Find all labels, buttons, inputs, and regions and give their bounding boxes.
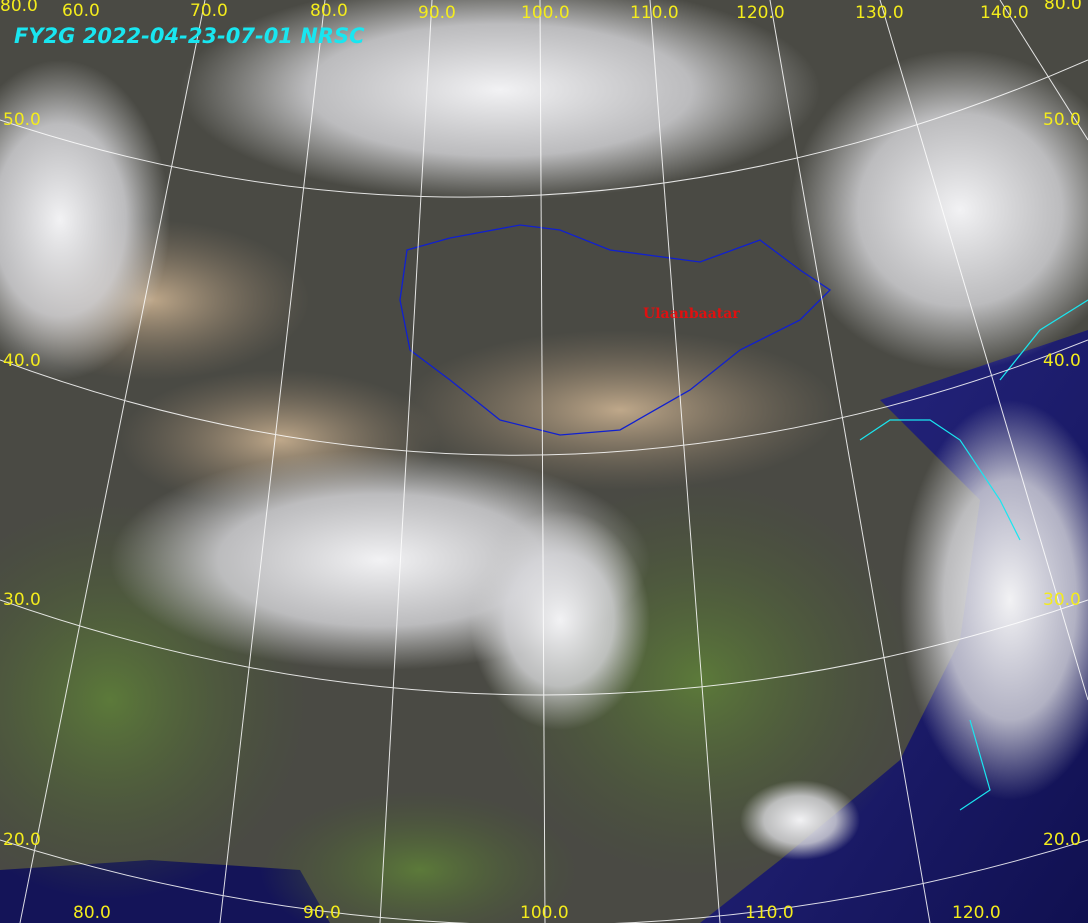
lon-label: 120.0 (736, 3, 785, 23)
lon-label: 60.0 (62, 1, 100, 21)
lon-label: 140.0 (980, 3, 1029, 23)
image-title: FY2G 2022-04-23-07-01 NRSC (14, 24, 365, 48)
lat-label: 50.0 (3, 110, 41, 130)
lat-label: 40.0 (3, 351, 41, 371)
lat-label: 20.0 (3, 830, 41, 850)
city-label-ulaanbaatar: Ulaanbaatar (643, 306, 740, 322)
lon-label: 90.0 (418, 3, 456, 23)
lat-label: 40.0 (1043, 351, 1081, 371)
lon-label: 80.0 (73, 903, 111, 923)
lat-label: 30.0 (1043, 590, 1081, 610)
lon-label: 80.0 (310, 1, 348, 21)
lat-label: 30.0 (3, 590, 41, 610)
lat-label: 50.0 (1043, 110, 1081, 130)
mongolia-border (399, 224, 832, 436)
lon-label: 130.0 (855, 3, 904, 23)
lon-label: 90.0 (303, 903, 341, 923)
coastline (859, 299, 1088, 811)
lon-label: 110.0 (745, 903, 794, 923)
lon-label: 80.0 (0, 0, 38, 16)
lon-label: 70.0 (190, 1, 228, 21)
lon-label: 80.0 (1044, 0, 1082, 14)
lon-label: 100.0 (520, 903, 569, 923)
lon-label: 110.0 (630, 3, 679, 23)
lat-label: 20.0 (1043, 830, 1081, 850)
lon-label: 100.0 (521, 3, 570, 23)
lon-label: 120.0 (952, 903, 1001, 923)
